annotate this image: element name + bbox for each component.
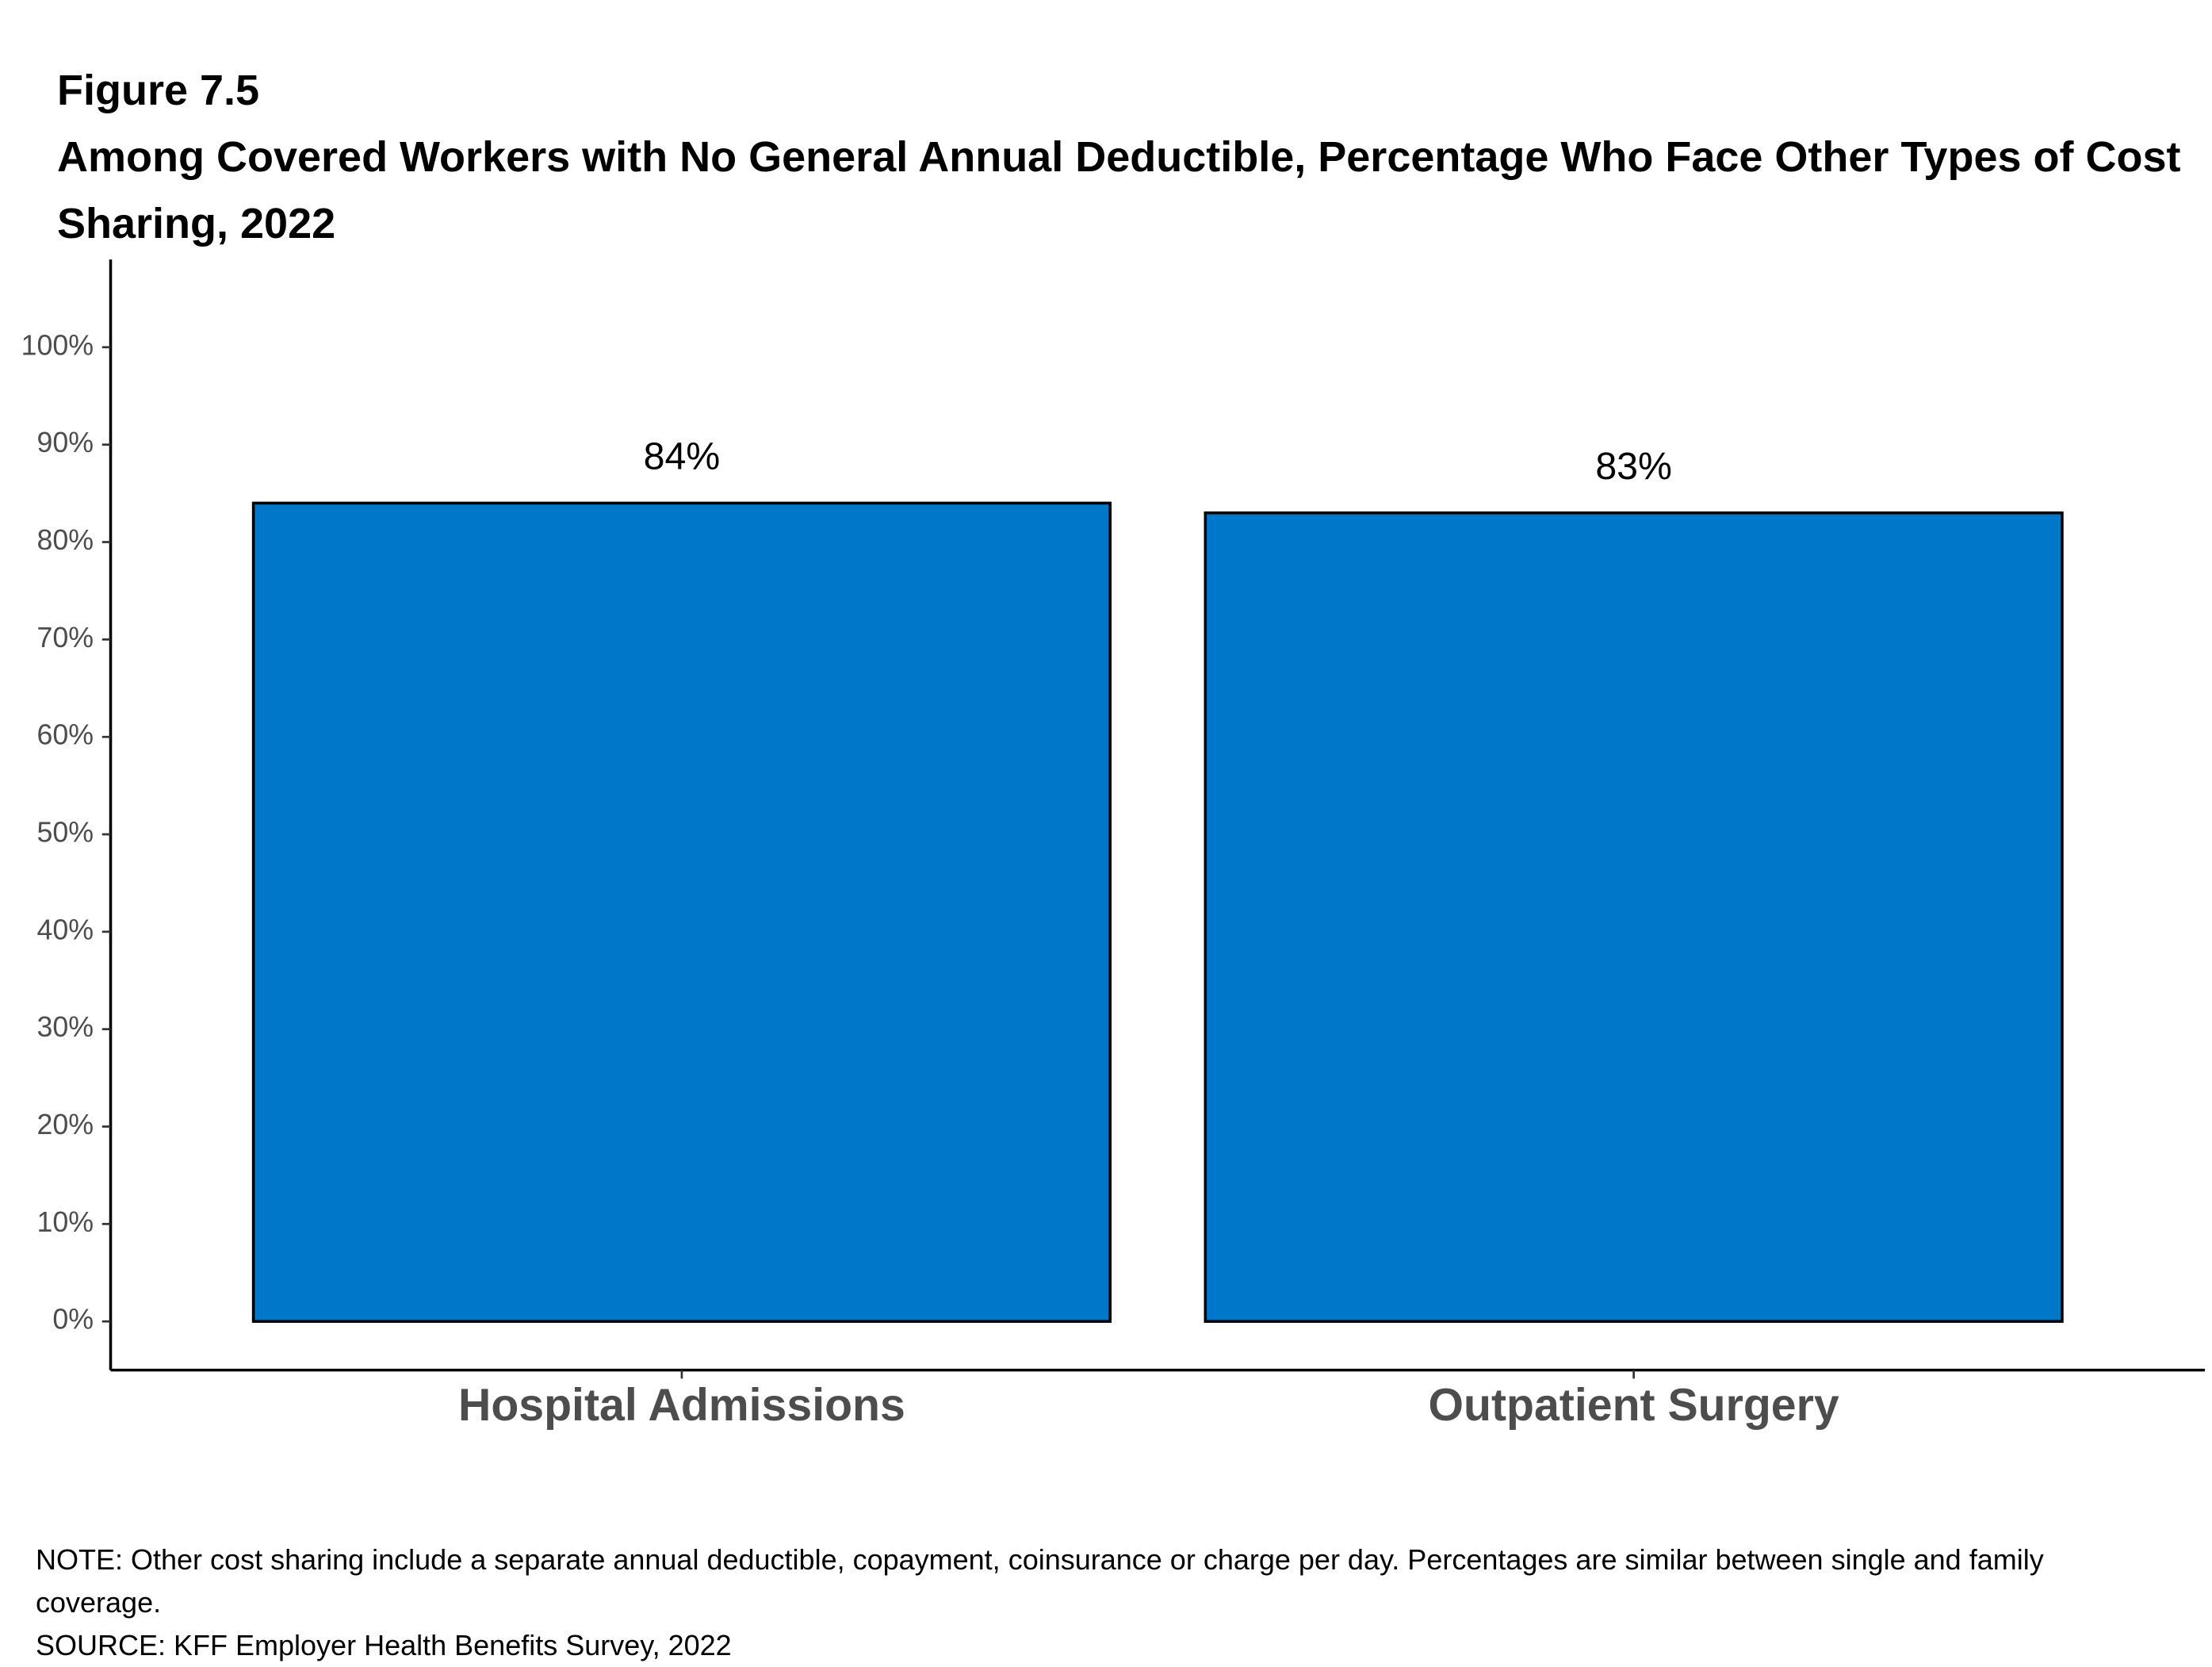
y-tick-label: 50%: [36, 816, 94, 848]
y-tick-label: 60%: [36, 719, 94, 751]
y-tick-label: 80%: [36, 524, 94, 556]
note: NOTE: Other cost sharing include a separ…: [36, 1543, 2044, 1619]
bar: [1204, 511, 2064, 1324]
y-tick-label: 70%: [36, 622, 94, 653]
bar: [251, 501, 1112, 1324]
chart-title: Among Covered Workers with No General An…: [57, 133, 2181, 247]
value-label: 83%: [1595, 445, 1672, 488]
y-tick-label: 10%: [36, 1206, 94, 1238]
y-tick-label: 20%: [36, 1109, 94, 1140]
source: SOURCE: KFF Employer Health Benefits Sur…: [36, 1629, 732, 1661]
value-label: 84%: [644, 435, 721, 478]
figure-label: Figure 7.5: [57, 67, 260, 114]
y-tick-label: 30%: [36, 1011, 94, 1043]
x-tick-label: Hospital Admissions: [458, 1380, 905, 1431]
y-tick-label: 90%: [36, 427, 94, 458]
y-tick-label: 0%: [52, 1304, 94, 1336]
y-tick-label: 40%: [36, 914, 94, 945]
y-tick-label: 100%: [21, 329, 94, 361]
x-tick-label: Outpatient Surgery: [1429, 1380, 1839, 1431]
